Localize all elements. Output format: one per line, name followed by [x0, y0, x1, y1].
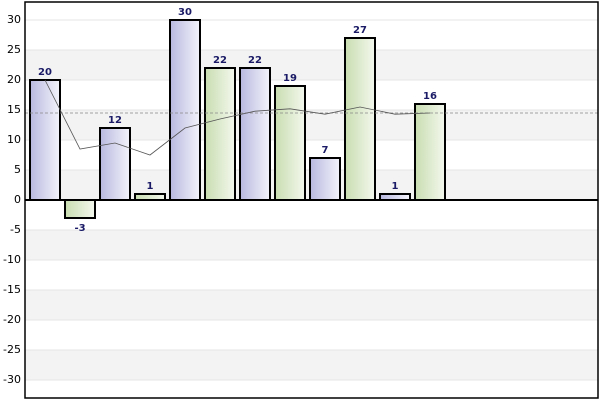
y-tick-label: -30	[3, 373, 21, 386]
value-label: 22	[248, 55, 262, 66]
y-tick-label: -5	[10, 223, 21, 236]
y-tick-label: 15	[7, 103, 21, 116]
y-tick-label: 25	[7, 43, 21, 56]
value-label: 19	[283, 73, 297, 84]
value-label: 12	[108, 115, 122, 126]
bar	[169, 19, 201, 201]
grid-band	[25, 50, 598, 80]
y-tick-label: -10	[3, 253, 21, 266]
value-label: 7	[322, 145, 329, 156]
y-tick-label: 0	[14, 193, 21, 206]
bar	[239, 67, 271, 201]
grid-band	[25, 350, 598, 380]
bar	[29, 79, 61, 201]
value-label: 16	[423, 91, 437, 102]
bar	[344, 37, 376, 201]
y-tick-label: 5	[14, 163, 21, 176]
bar	[204, 67, 236, 201]
y-tick-label: -15	[3, 283, 21, 296]
y-tick-label: -25	[3, 343, 21, 356]
grid	[25, 19, 598, 381]
y-tick-label: 30	[7, 13, 21, 26]
value-label: 20	[38, 67, 52, 78]
value-label: 1	[392, 181, 399, 192]
trend-line	[44, 79, 431, 156]
value-label: 30	[178, 7, 192, 18]
bar	[99, 127, 131, 201]
grid-band	[25, 230, 598, 260]
plot-frame	[24, 1, 599, 399]
bar	[309, 157, 341, 201]
value-label: 27	[353, 25, 367, 36]
value-label: 22	[213, 55, 227, 66]
value-label: 1	[147, 181, 154, 192]
y-tick-label: 10	[7, 133, 21, 146]
y-tick-label: 20	[7, 73, 21, 86]
value-label: -3	[74, 223, 85, 234]
bar	[64, 199, 96, 219]
y-tick-label: -20	[3, 313, 21, 326]
bar	[274, 85, 306, 201]
marks: 20 -3 12 1 30 22 22 19 7 27 1 16	[25, 7, 598, 234]
bar	[414, 103, 446, 201]
grid-band	[25, 290, 598, 320]
